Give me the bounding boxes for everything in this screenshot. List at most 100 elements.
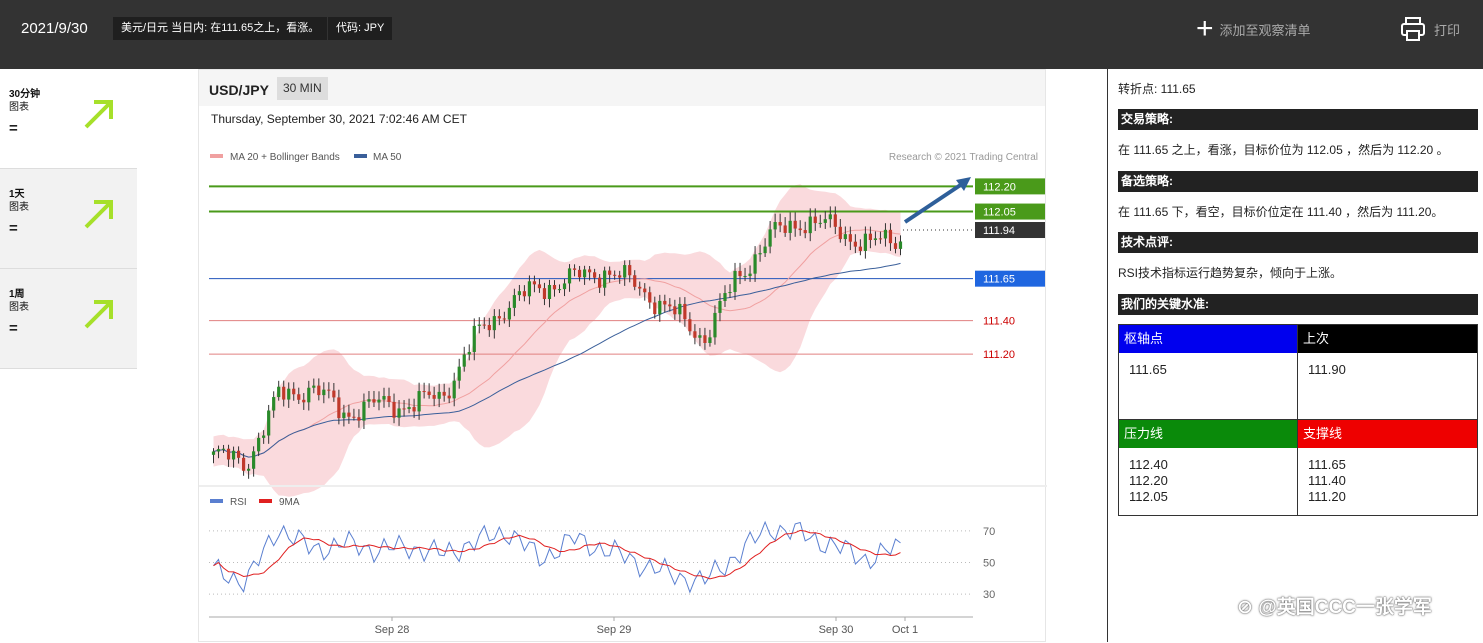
candle-body — [277, 386, 281, 398]
chart-header: USD/JPY 30 MIN — [199, 70, 1045, 106]
candle-body — [593, 272, 597, 278]
watermark: ⊘ @英国CCC一张学军 — [1237, 597, 1432, 618]
alt-strategy-text: 在 111.65 下，看空，目标价位定在 111.40 ，然后为 111.20。 — [1118, 205, 1444, 219]
resistance-value: 112.05 — [1129, 489, 1168, 504]
level-label: 111.20 — [983, 349, 1015, 361]
candle-body — [236, 450, 241, 458]
candle-body — [402, 408, 406, 410]
candle-body — [643, 288, 647, 293]
candle-body — [898, 241, 903, 249]
candle-body — [332, 390, 336, 398]
candle-body — [482, 324, 486, 326]
last-header: 上次 — [1298, 325, 1477, 353]
candle-body — [738, 270, 742, 277]
strategy-heading: 交易策略: — [1118, 109, 1478, 130]
candle-body — [582, 269, 587, 278]
candle-body — [317, 385, 321, 396]
candle-body — [608, 270, 612, 275]
support-values: 111.65 111.40 111.20 — [1298, 448, 1477, 515]
moving-averages — [213, 229, 901, 458]
candle-body — [603, 270, 607, 288]
candle-body — [713, 312, 717, 338]
candle-body — [562, 283, 567, 290]
candle-body — [668, 304, 672, 307]
top-bar: 2021/9/30 美元/日元 当日内: 在111.65之上，看涨。 代码: J… — [0, 0, 1483, 69]
tech-text: RSI技术指标运行趋势复杂，倾向于上涨。 — [1118, 266, 1343, 280]
rsi-pane: 70 50 30 — [209, 520, 995, 601]
headline-badge: 美元/日元 当日内: 在111.65之上，看涨。 — [113, 17, 328, 40]
rsi-level-label: 70 — [983, 526, 995, 538]
candle-body — [477, 324, 481, 326]
candle-body — [231, 450, 236, 460]
candle-body — [663, 300, 667, 305]
candle-body — [492, 316, 496, 331]
candle-body — [567, 268, 572, 284]
candle-body — [282, 386, 286, 400]
projection-arrow — [903, 180, 967, 224]
candle-body — [432, 395, 436, 399]
candle-body — [888, 229, 893, 244]
support-header: 支撑线 — [1298, 420, 1477, 448]
sidebar-item-sub: 图表 — [9, 302, 29, 313]
sidebar-item-1week[interactable]: 1周 图表 = — [0, 269, 137, 369]
level-label: 111.40 — [983, 316, 1015, 328]
candle-body — [572, 268, 577, 270]
ma50-legend-swatch — [354, 154, 367, 158]
candle-body — [733, 270, 737, 293]
sidebar-item-30min[interactable]: 30分钟 图表 = — [0, 69, 137, 169]
support-value: 111.20 — [1308, 489, 1346, 504]
candle-body — [653, 302, 657, 315]
candle-body — [347, 412, 351, 417]
candle-body — [327, 389, 331, 391]
candle-body — [211, 451, 216, 455]
add-watchlist-button[interactable]: + 添加至观察清单 — [1196, 14, 1311, 44]
level-tag — [975, 222, 1045, 239]
strategy-text: 在 111.65 之上，看涨，目标价位为 112.05 ，然后为 112.20 … — [1118, 143, 1449, 157]
candle-body — [377, 399, 381, 403]
sidebar-item-title: 1天 — [9, 189, 25, 200]
level-tag — [975, 178, 1045, 195]
level-label: 111.94 — [983, 225, 1015, 237]
candle-body — [247, 468, 251, 471]
candle-body — [497, 316, 501, 319]
key-levels-table: 枢轴点 111.65 上次 111.90 压力线 112.40 112.20 1… — [1118, 324, 1478, 516]
candle-body — [848, 234, 852, 242]
rsi-level-label: 30 — [983, 589, 995, 601]
last-value: 111.90 — [1298, 353, 1477, 420]
table-row: 枢轴点 111.65 上次 111.90 — [1119, 325, 1477, 420]
timeframe-badge[interactable]: 30 MIN — [277, 77, 328, 100]
ma50-line — [213, 262, 901, 458]
arrow-up-right-icon — [84, 200, 113, 229]
tech-heading: 技术点评: — [1118, 232, 1478, 253]
timeframe-sidebar: 30分钟 图表 = 1天 图表 = 1周 图表 = — [0, 69, 137, 369]
sidebar-item-title: 1周 — [9, 289, 25, 300]
candle-body — [292, 388, 296, 395]
candle-body — [688, 319, 692, 332]
rsi-ma-legend-label: 9MA — [279, 497, 300, 508]
candle-body — [803, 230, 807, 234]
candle-body — [598, 277, 602, 288]
print-button[interactable]: 打印 — [1400, 16, 1460, 42]
candle-body — [226, 448, 231, 460]
candle-body — [387, 396, 391, 402]
candle-body — [472, 325, 476, 353]
candle-body — [392, 401, 396, 418]
candle-body — [798, 228, 802, 231]
candle-body — [517, 291, 521, 296]
ma20-line — [213, 229, 901, 458]
level-label: 112.20 — [983, 181, 1016, 193]
level-label: 112.05 — [983, 207, 1016, 219]
candle-body — [447, 395, 451, 399]
chart-panel: USD/JPY 30 MIN Thursday, September 30, 2… — [198, 69, 1047, 642]
candle-body — [833, 214, 837, 227]
chart-symbol: USD/JPY — [209, 82, 269, 98]
candle-body — [703, 335, 707, 343]
rsi-ma-line — [213, 529, 901, 580]
candle-body — [758, 253, 762, 255]
candle-body — [783, 225, 787, 233]
candle-body — [502, 318, 506, 320]
candle-body — [241, 457, 246, 471]
sidebar-item-1day[interactable]: 1天 图表 = — [0, 169, 137, 269]
arrow-up-right-icon — [84, 100, 113, 129]
candle-body — [723, 293, 727, 301]
